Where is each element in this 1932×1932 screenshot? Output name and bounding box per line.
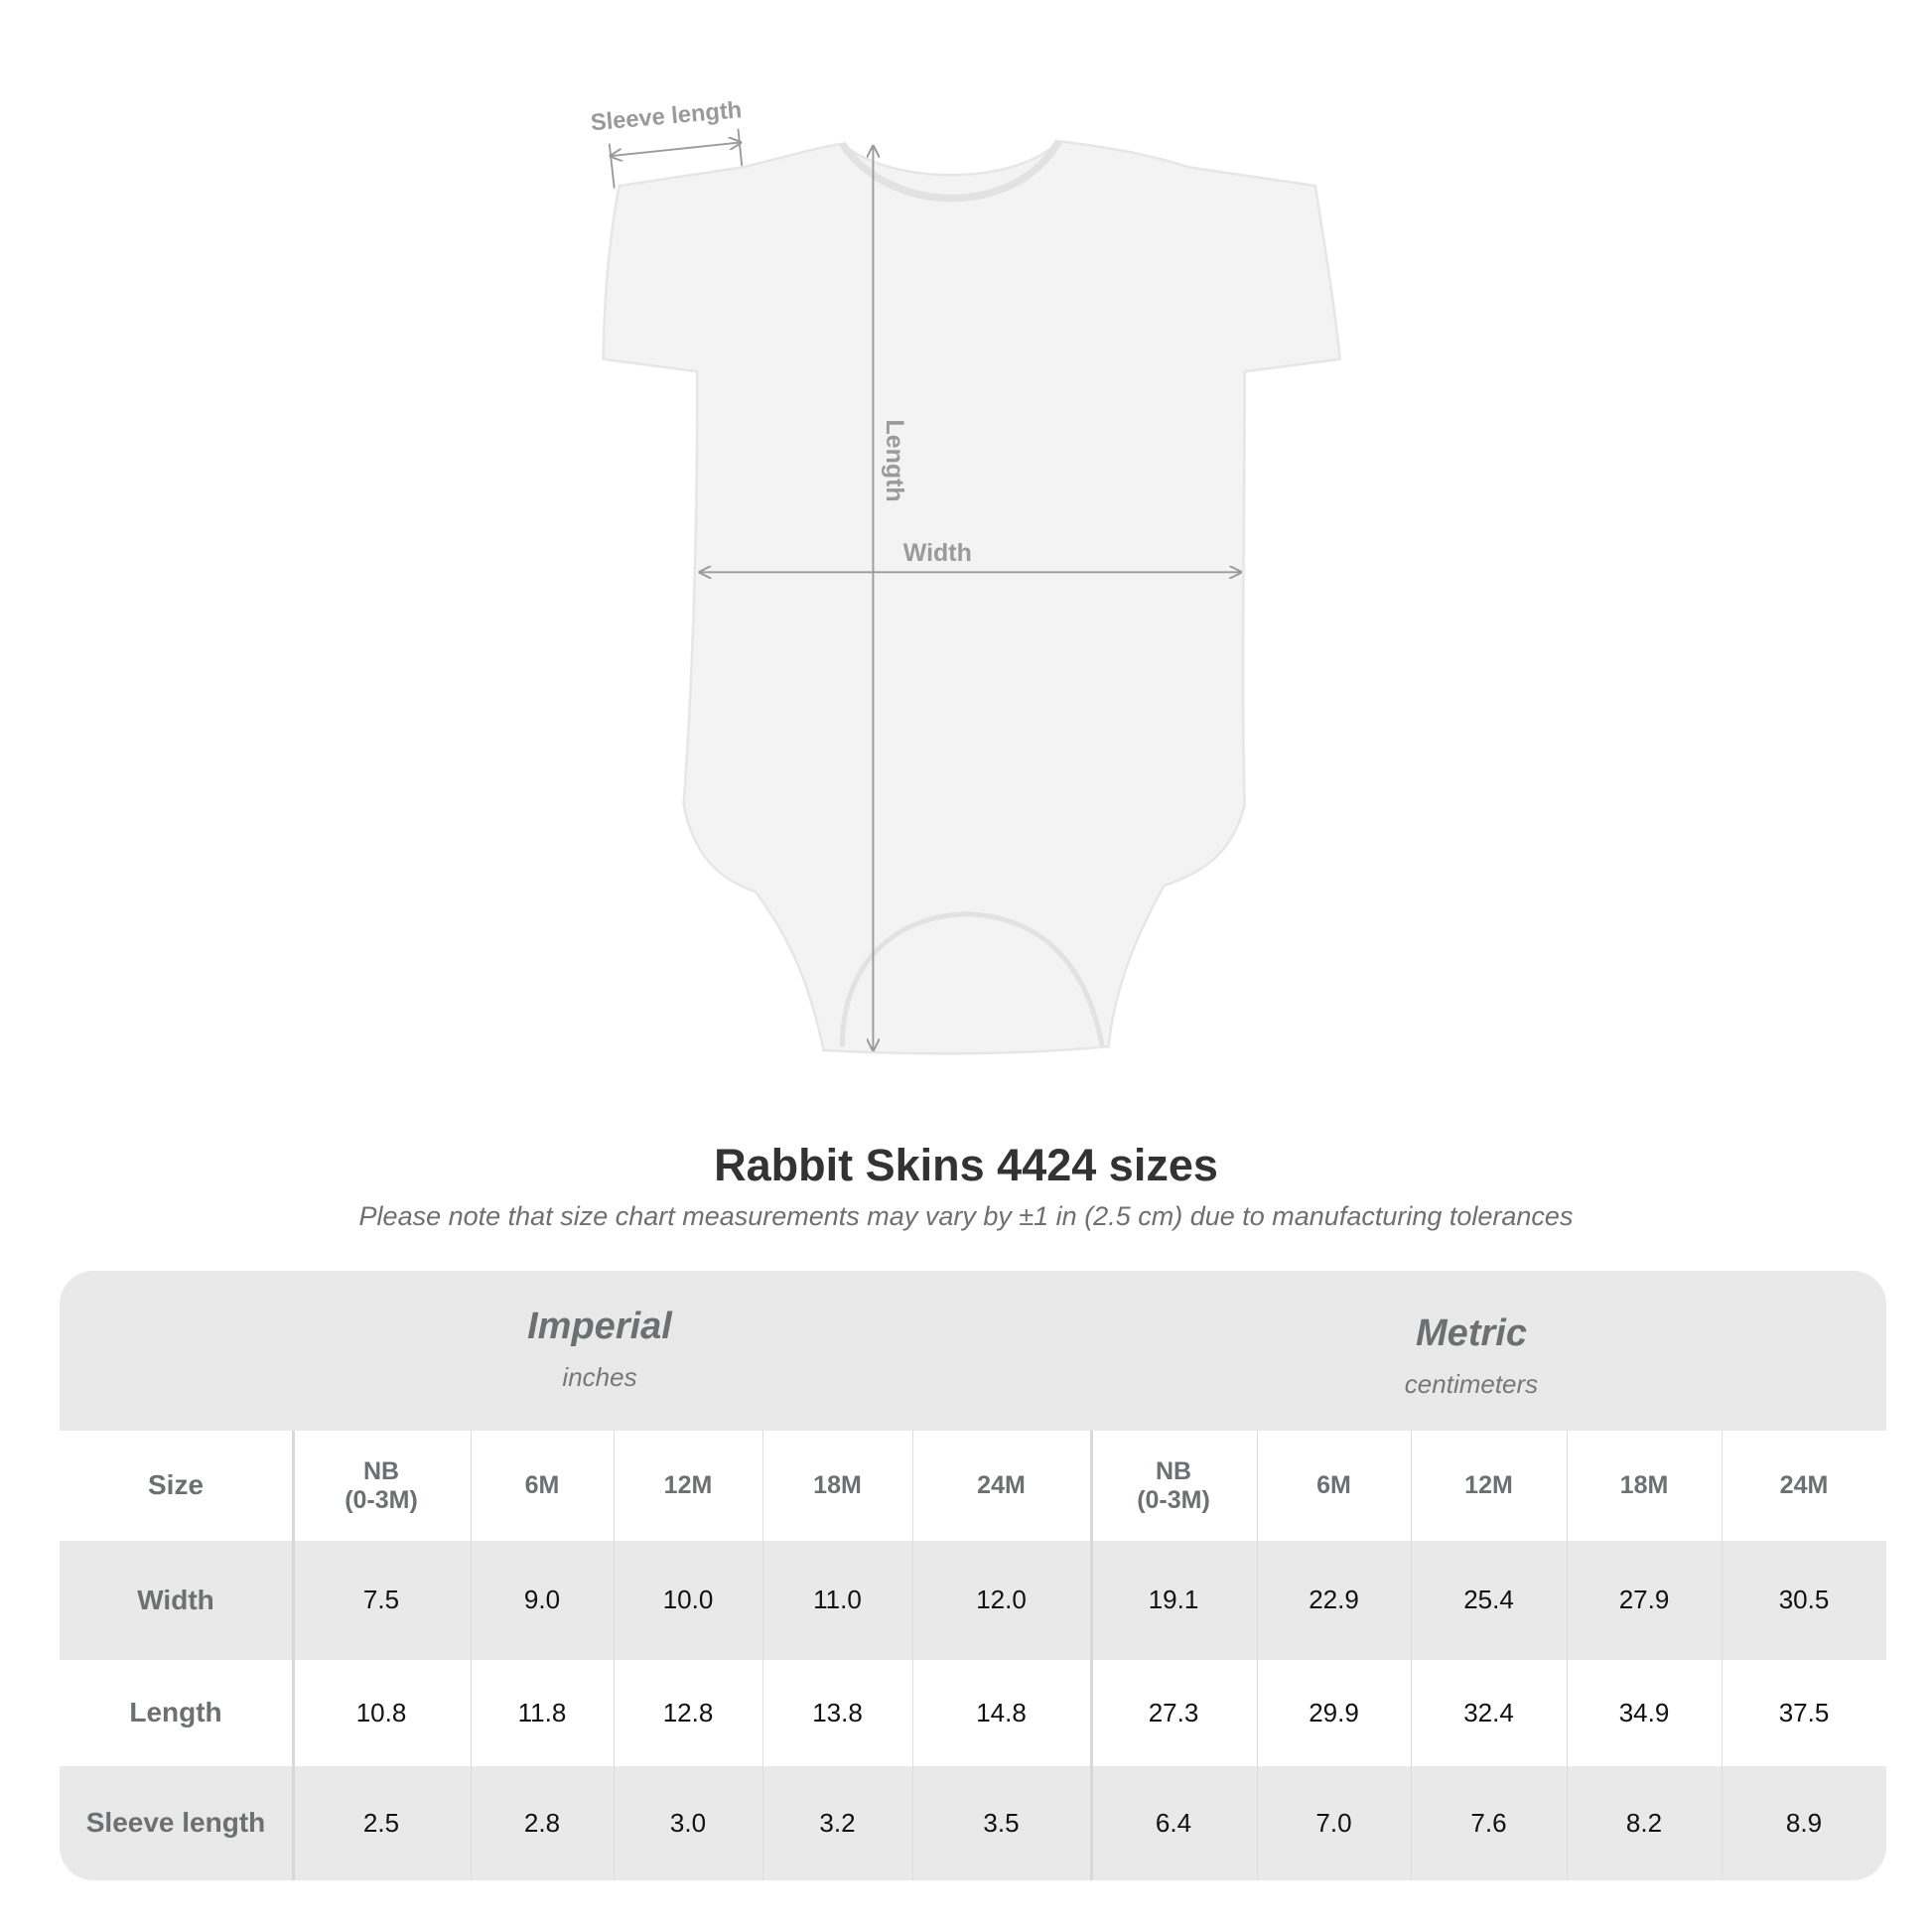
size-column-header: 6M [1316, 1471, 1351, 1500]
table-cell: 19.1 [1148, 1585, 1199, 1615]
size-column-header: NB (0-3M) [1137, 1456, 1210, 1514]
table-cell: 25.4 [1463, 1585, 1514, 1615]
unit-header-band [60, 1271, 1886, 1431]
table-cell: 11.8 [517, 1697, 567, 1727]
table-cell: 3.2 [819, 1807, 856, 1838]
table-cell: 8.2 [1625, 1807, 1663, 1838]
imperial-label: Imperial [527, 1306, 672, 1347]
table-cell: 10.8 [355, 1697, 407, 1727]
metric-label: Metric [1416, 1312, 1527, 1354]
column-divider [1411, 1431, 1412, 1880]
table-cell: 3.5 [983, 1807, 1020, 1838]
table-cell: 34.9 [1618, 1697, 1670, 1727]
column-divider [1567, 1431, 1568, 1880]
column-divider [1722, 1431, 1723, 1880]
table-cell: 9.0 [523, 1585, 561, 1615]
table-cell: 32.4 [1463, 1697, 1514, 1727]
table-cell: 13.8 [812, 1697, 863, 1727]
onesie-shape [602, 139, 1342, 1055]
sleeve-tick-left [608, 143, 616, 189]
width-label: Width [903, 539, 972, 567]
table-cell: 22.9 [1309, 1585, 1359, 1615]
crotch-flap [839, 911, 1105, 1047]
row-label: Sleeve length [85, 1807, 266, 1839]
chart-title: Rabbit Skins 4424 sizes [714, 1140, 1218, 1190]
imperial-header: Imperial inches [351, 1306, 848, 1393]
table-cell: 2.5 [362, 1807, 400, 1838]
size-column-header: 12M [1464, 1471, 1513, 1500]
table-cell: 27.9 [1618, 1585, 1670, 1615]
size-column-header: 24M [977, 1471, 1026, 1500]
sleeve-length-arrow [611, 142, 741, 156]
table-cell: 14.8 [976, 1697, 1027, 1727]
column-divider [762, 1431, 763, 1880]
row-label: Width [137, 1584, 214, 1615]
row-band-width [60, 1541, 1886, 1660]
metric-unit: centimeters [1404, 1369, 1539, 1399]
size-column-header: NB (0-3M) [345, 1456, 418, 1514]
sleeve-tick-right [737, 128, 744, 167]
table-cell: 11.0 [813, 1585, 862, 1615]
row-band-sleeve [60, 1766, 1886, 1880]
column-divider [614, 1431, 615, 1880]
table-cell: 6.4 [1155, 1807, 1192, 1838]
table-cell: 7.5 [362, 1585, 400, 1615]
size-column-header: 24M [1779, 1471, 1829, 1500]
column-divider [912, 1431, 913, 1880]
size-column-header: 6M [524, 1471, 560, 1500]
table-cell: 27.3 [1148, 1697, 1199, 1727]
table-cell: 3.0 [669, 1807, 707, 1838]
size-table: Imperial inches Metric centimeters Size N… [60, 1271, 1886, 1880]
size-column-header: 18M [1619, 1471, 1669, 1500]
sleeve-length-label: Sleeve length [590, 97, 743, 136]
size-column-header: 18M [813, 1471, 862, 1500]
row-label: Length [129, 1697, 222, 1728]
table-cell: 29.9 [1309, 1697, 1359, 1727]
metric-header: Metric centimeters [1223, 1312, 1720, 1400]
table-cell: 30.5 [1778, 1585, 1830, 1615]
table-cell: 7.0 [1315, 1807, 1352, 1838]
table-cell: 7.6 [1470, 1807, 1507, 1838]
imperial-unit: inches [562, 1362, 637, 1392]
table-cell: 8.9 [1785, 1807, 1823, 1838]
column-divider [1090, 1431, 1093, 1880]
column-divider [292, 1431, 295, 1880]
column-divider [1257, 1431, 1258, 1880]
table-cell: 12.8 [662, 1697, 714, 1727]
table-cell: 2.8 [523, 1807, 561, 1838]
table-cell: 10.0 [662, 1585, 714, 1615]
length-label: Length [881, 419, 908, 501]
table-cell: 37.5 [1778, 1697, 1830, 1727]
table-cell: 12.0 [976, 1585, 1027, 1615]
tolerance-note: Please note that size chart measurements… [358, 1201, 1574, 1231]
neck-ribbing [839, 139, 1062, 203]
size-header: Size [147, 1469, 205, 1501]
size-column-header: 12M [663, 1471, 713, 1500]
column-divider [471, 1431, 472, 1880]
